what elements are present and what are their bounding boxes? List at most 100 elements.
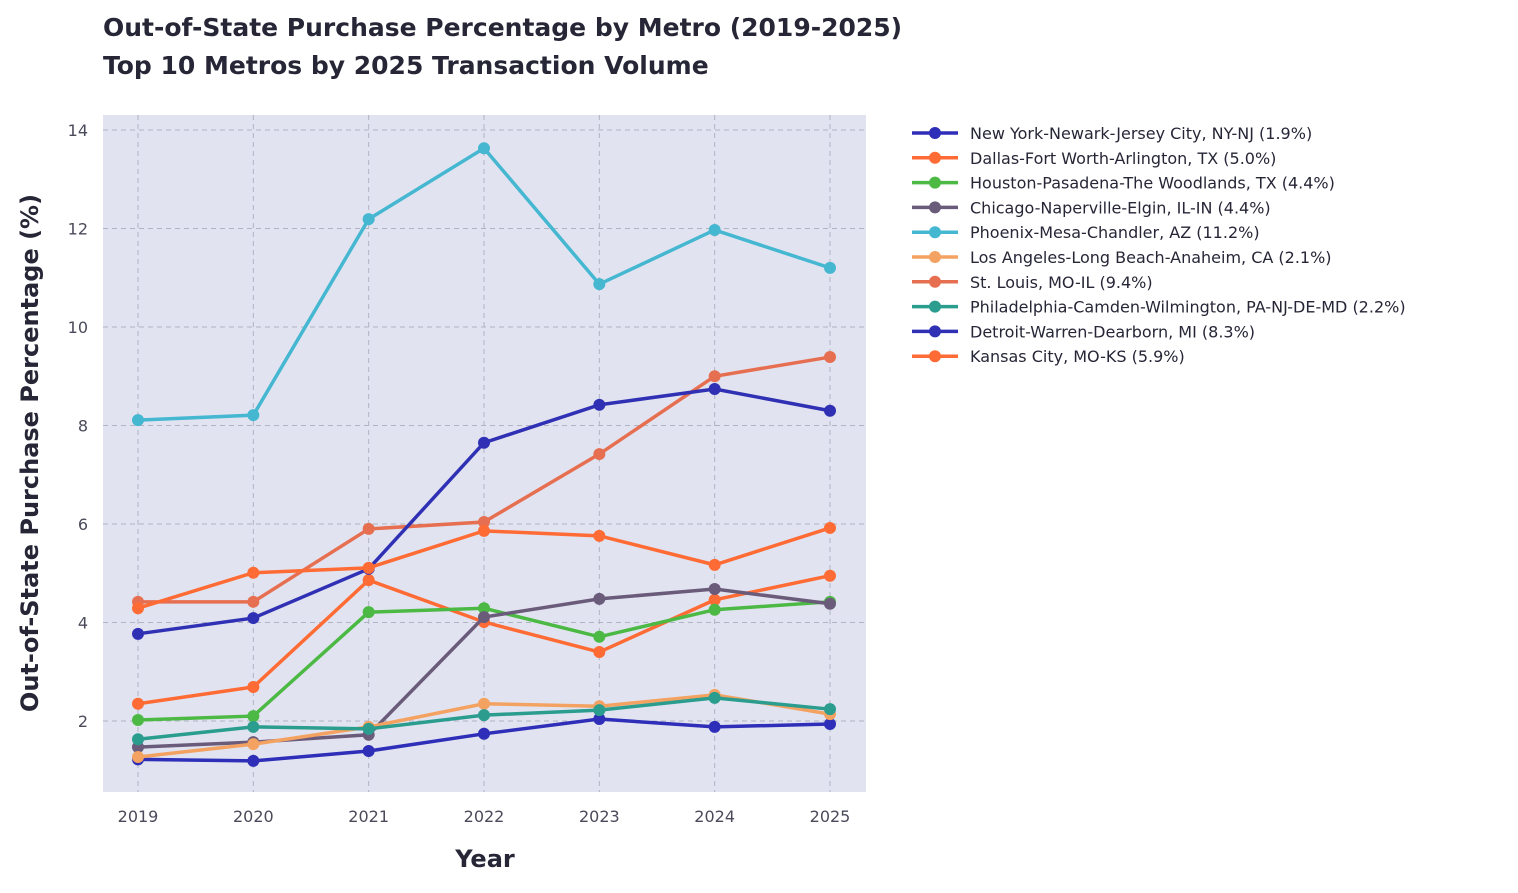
data-point	[593, 704, 606, 717]
data-point	[132, 714, 144, 727]
x-tick-label: 2023	[579, 807, 620, 826]
data-point	[247, 409, 260, 422]
legend-marker	[929, 226, 941, 239]
y-tick-label: 6	[78, 515, 88, 534]
legend-item: St. Louis, MO-IL (9.4%)	[912, 273, 1153, 292]
data-point	[478, 436, 490, 449]
data-point	[824, 717, 836, 730]
y-tick-label: 4	[78, 614, 88, 633]
data-point	[247, 754, 260, 767]
data-point	[593, 646, 606, 659]
data-point	[247, 681, 260, 694]
legend-label: Dallas-Fort Worth-Arlington, TX (5.0%)	[970, 149, 1276, 168]
legend-marker	[929, 325, 941, 338]
data-point	[708, 603, 721, 616]
legend-marker	[929, 151, 941, 164]
data-point	[362, 606, 375, 619]
data-point	[593, 713, 606, 726]
data-point	[708, 583, 721, 596]
x-tick-label: 2020	[233, 807, 274, 826]
legend-item: Los Angeles-Long Beach-Anaheim, CA (2.1%…	[912, 248, 1332, 267]
data-point	[132, 750, 144, 763]
legend-item: Kansas City, MO-KS (5.9%)	[912, 347, 1185, 366]
data-point	[478, 524, 490, 537]
data-point	[708, 558, 721, 571]
legend-marker	[929, 251, 941, 263]
legend-marker	[929, 275, 941, 288]
legend-item: Chicago-Naperville-Elgin, IL-IN (4.4%)	[912, 198, 1271, 217]
data-point	[362, 722, 375, 735]
series-7	[132, 691, 836, 746]
y-tick-label: 2	[78, 712, 88, 731]
data-point	[593, 630, 606, 643]
data-point	[247, 566, 260, 579]
data-point	[824, 404, 836, 417]
legend-item: Philadelphia-Camden-Wilmington, PA-NJ-DE…	[912, 298, 1406, 317]
data-point	[824, 703, 836, 716]
data-point	[247, 738, 260, 751]
legend-label: Philadelphia-Camden-Wilmington, PA-NJ-DE…	[970, 298, 1406, 317]
data-point	[478, 697, 490, 710]
data-point	[824, 521, 836, 534]
data-point	[708, 370, 721, 383]
legend-marker	[929, 350, 941, 363]
legend-item: Phoenix-Mesa-Chandler, AZ (11.2%)	[912, 223, 1260, 242]
legend-label: New York-Newark-Jersey City, NY-NJ (1.9%…	[970, 124, 1312, 143]
data-point	[708, 720, 721, 733]
data-point	[478, 602, 490, 615]
data-point	[824, 569, 836, 582]
x-tick-label: 2024	[694, 807, 735, 826]
data-point	[478, 709, 490, 722]
chart-title: Out-of-State Purchase Percentage by Metr…	[103, 13, 902, 42]
legend-marker	[929, 300, 941, 313]
data-point	[593, 592, 606, 605]
data-point	[247, 720, 260, 733]
data-point	[362, 574, 375, 587]
chart-subtitle: Top 10 Metros by 2025 Transaction Volume	[103, 51, 709, 80]
data-point	[593, 529, 606, 542]
series-9	[132, 521, 836, 615]
legend-label: Chicago-Naperville-Elgin, IL-IN (4.4%)	[970, 198, 1271, 217]
data-point	[478, 142, 490, 155]
legend-item: New York-Newark-Jersey City, NY-NJ (1.9%…	[912, 124, 1312, 143]
legend-marker	[929, 127, 941, 139]
data-point	[824, 351, 836, 364]
data-point	[708, 383, 721, 396]
x-axis-label: Year	[454, 845, 515, 873]
data-point	[362, 745, 375, 758]
data-point	[824, 261, 836, 274]
data-point	[708, 223, 721, 236]
data-point	[362, 561, 375, 574]
data-point	[247, 595, 260, 608]
legend-marker	[929, 176, 941, 189]
data-point	[593, 448, 606, 461]
y-tick-label: 14	[68, 121, 88, 140]
legend-label: St. Louis, MO-IL (9.4%)	[970, 273, 1153, 292]
y-tick-label: 8	[78, 417, 88, 436]
data-point	[132, 414, 144, 427]
y-axis-label: Out-of-State Purchase Percentage (%)	[16, 194, 44, 712]
x-tick-label: 2025	[810, 807, 851, 826]
legend-marker	[929, 201, 941, 214]
data-point	[247, 612, 260, 625]
data-point	[708, 593, 721, 606]
legend-item: Houston-Pasadena-The Woodlands, TX (4.4%…	[912, 174, 1335, 193]
data-point	[478, 611, 490, 624]
series-6	[132, 351, 836, 608]
legend-label: Phoenix-Mesa-Chandler, AZ (11.2%)	[970, 223, 1260, 242]
data-point	[132, 733, 144, 746]
legend-item: Detroit-Warren-Dearborn, MI (8.3%)	[912, 322, 1255, 341]
legend-item: Dallas-Fort Worth-Arlington, TX (5.0%)	[912, 149, 1276, 168]
legend-label: Kansas City, MO-KS (5.9%)	[970, 347, 1185, 366]
data-point	[132, 697, 144, 710]
data-point	[132, 602, 144, 615]
legend: New York-Newark-Jersey City, NY-NJ (1.9%…	[912, 124, 1406, 366]
legend-label: Los Angeles-Long Beach-Anaheim, CA (2.1%…	[970, 248, 1332, 267]
data-point	[593, 398, 606, 411]
data-point	[708, 691, 721, 704]
data-point	[478, 516, 490, 529]
x-tick-label: 2019	[118, 807, 159, 826]
legend-label: Houston-Pasadena-The Woodlands, TX (4.4%…	[970, 174, 1335, 193]
series-4	[132, 142, 836, 427]
data-point	[478, 727, 490, 740]
